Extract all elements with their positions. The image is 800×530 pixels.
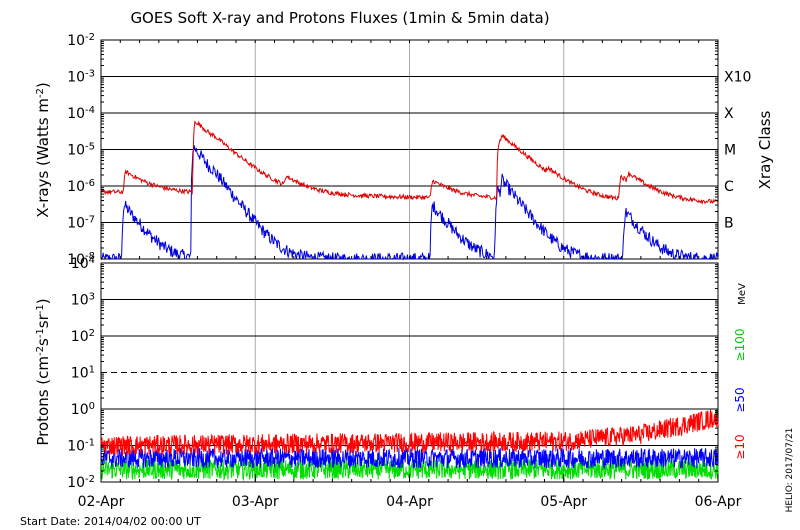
xray-y-tick-label: 10-4 (67, 105, 95, 123)
chart-title: GOES Soft X-ray and Protons Fluxes (1min… (130, 9, 549, 27)
proton-series-group (100, 409, 719, 482)
xray-class-label: X (724, 106, 734, 122)
x-tick-label: 03-Apr (232, 494, 279, 510)
xray-gridlines (101, 40, 718, 259)
xray-class-axis-label: Xray Class (756, 110, 774, 189)
xray-y-axis-label: X-rays (Watts m-2) (34, 82, 52, 217)
x-tick-label: 05-Apr (540, 494, 587, 510)
proton-y-axis-label: Protons (cm-2s-1sr-1) (34, 298, 52, 445)
xray-y-tick-label: 10-3 (67, 68, 95, 86)
proton-p50-series (100, 446, 719, 470)
xray-y-tick-label: 10-7 (67, 214, 95, 232)
x-tick-label: 02-Apr (78, 494, 125, 510)
proton-y-tick-label: 100 (71, 401, 95, 419)
proton-y-tick-label: 101 (71, 364, 95, 382)
proton-y-tick-label: 102 (71, 328, 95, 346)
legend-p100: ≥100 (733, 329, 747, 362)
xray-y-tick-label: 10-2 (67, 32, 95, 50)
xray-class-label: M (724, 143, 736, 159)
x-tick-label: 04-Apr (386, 494, 433, 510)
xray-y-tick-label: 10-5 (67, 141, 95, 159)
xray-class-label: B (724, 216, 734, 232)
proton-units-label: MeV (737, 283, 748, 305)
legend-p10: ≥10 (733, 434, 747, 459)
legend-p50: ≥50 (733, 387, 747, 412)
proton-y-tick-label: 103 (71, 291, 95, 309)
proton-y-tick-label: 10-2 (67, 474, 95, 492)
xray-long-series (100, 120, 719, 205)
start-date: Start Date: 2014/04/02 00:00 UT (20, 515, 201, 528)
x-tick-label: 06-Apr (695, 494, 742, 510)
xray-class-label: C (724, 179, 734, 195)
credit-label: HELIO: 2017/07/21 (785, 428, 795, 513)
xray-y-tick-label: 10-6 (67, 178, 95, 196)
xray-class-label: X10 (724, 70, 751, 86)
proton-p10-series (100, 409, 719, 457)
proton-y-tick-label: 10-1 (67, 437, 95, 455)
proton-y-tick-label: 104 (71, 255, 95, 273)
